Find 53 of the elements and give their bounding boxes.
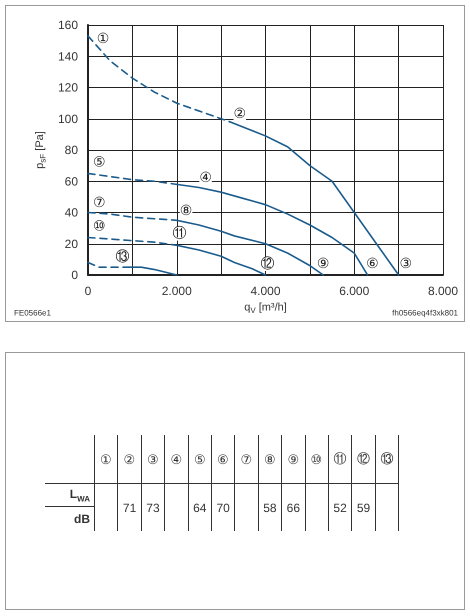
category-label: ⑥ [211,435,235,484]
y-tick-label: 160 [58,18,78,32]
text: dB [73,511,91,528]
category-label: ③ [141,435,165,484]
data-label: 59 [352,484,376,531]
data-label: 70 [211,484,235,531]
y-tick-label: 60 [64,174,78,188]
annotation: ⑪ [172,226,186,242]
category-label: ⑦ [234,435,258,484]
text: fh0566eq4f3xk801 [392,308,459,318]
category-label: ⑪ [328,435,352,484]
category-label: ④ [164,435,188,484]
category-label: ⑫ [352,435,376,484]
y-tick-label: 120 [58,80,78,94]
y-tick-label: 20 [64,236,78,251]
data-label: 73 [141,484,165,531]
annotation: ⑦ [93,195,106,212]
data-label: 66 [282,484,306,531]
annotation: ② [233,106,246,122]
annotation: ⑫ [260,256,275,272]
annotation: ① [96,31,110,48]
category-label: ② [118,435,142,484]
y-axis-title: psF [Pa] [34,131,48,169]
x-tick-label: 6.000 [339,284,370,298]
x-tick-label: 0 [84,284,92,298]
text: FE0566e1 [14,308,52,318]
data-label: 71 [118,484,142,531]
y-tick-label: 100 [58,112,78,126]
annotation: ④ [199,170,212,186]
text: L$_{WA}$ [45,484,94,506]
category-label: ⑩ [305,435,328,484]
x-tick-label: 8.000 [428,284,458,298]
data-label: 52 [328,484,352,531]
x-tick-label: 2.000 [162,284,192,298]
annotation: ⑧ [180,202,192,219]
y-tick-label: 0 [71,268,78,282]
data-label: 58 [258,484,282,531]
y-tick-label: 140 [58,49,78,64]
category-label: ⑬ [375,435,399,484]
x-tick-label: 4.000 [250,284,281,298]
y-tick-label: 40 [64,206,78,220]
category-label: ⑧ [258,435,282,484]
y-tick-label: 80 [64,143,78,157]
data-label: 64 [188,484,212,531]
annotation: ⑨ [316,256,330,272]
category-label: ① [94,435,118,484]
category-label: ⑨ [282,435,306,484]
annotation: ⑩ [93,218,106,235]
annotation: ⑥ [366,256,379,272]
annotation: ③ [399,256,412,272]
annotation: ⑬ [116,249,130,266]
category-label: ⑤ [188,435,212,484]
annotation: ⑤ [93,154,106,170]
